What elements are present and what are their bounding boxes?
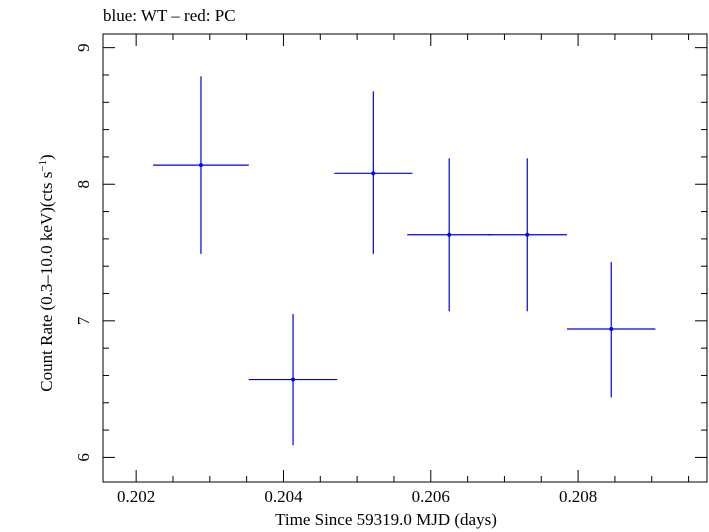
y-axis-label-end: ) [37, 154, 56, 160]
data-point [567, 262, 656, 398]
point-marker [525, 232, 530, 237]
point-marker [291, 377, 296, 382]
y-tick-label: 9 [74, 43, 93, 52]
point-marker [609, 327, 614, 332]
point-marker [371, 171, 376, 176]
data-point [248, 314, 338, 446]
x-tick-label: 0.202 [117, 487, 155, 506]
chart-title: blue: WT – red: PC [103, 6, 236, 25]
data-point [334, 91, 413, 254]
y-axis-label-exponent: −1 [37, 160, 49, 172]
y-axis-label-main: Count Rate (0.3–10.0 keV)(cts s [37, 172, 56, 392]
y-tick-label: 7 [74, 316, 93, 325]
plot-frame [102, 33, 708, 483]
data-points [153, 76, 656, 446]
y-tick-label: 8 [74, 180, 93, 189]
y-axis-label: Count Rate (0.3–10.0 keV)(cts s−1) [37, 154, 56, 391]
axis-ticks [103, 34, 707, 482]
data-point [153, 76, 249, 254]
x-tick-label: 0.208 [559, 487, 597, 506]
data-point [487, 158, 568, 312]
point-marker [198, 163, 203, 168]
tick-labels: 0.202 0.204 0.206 0.208 6 7 8 9 [74, 43, 597, 506]
data-point [407, 158, 492, 312]
x-tick-label: 0.204 [264, 487, 303, 506]
y-tick-label: 6 [74, 453, 93, 462]
x-axis-label: Time Since 59319.0 MJD (days) [275, 510, 497, 529]
x-tick-label: 0.206 [412, 487, 450, 506]
point-marker [447, 232, 452, 237]
